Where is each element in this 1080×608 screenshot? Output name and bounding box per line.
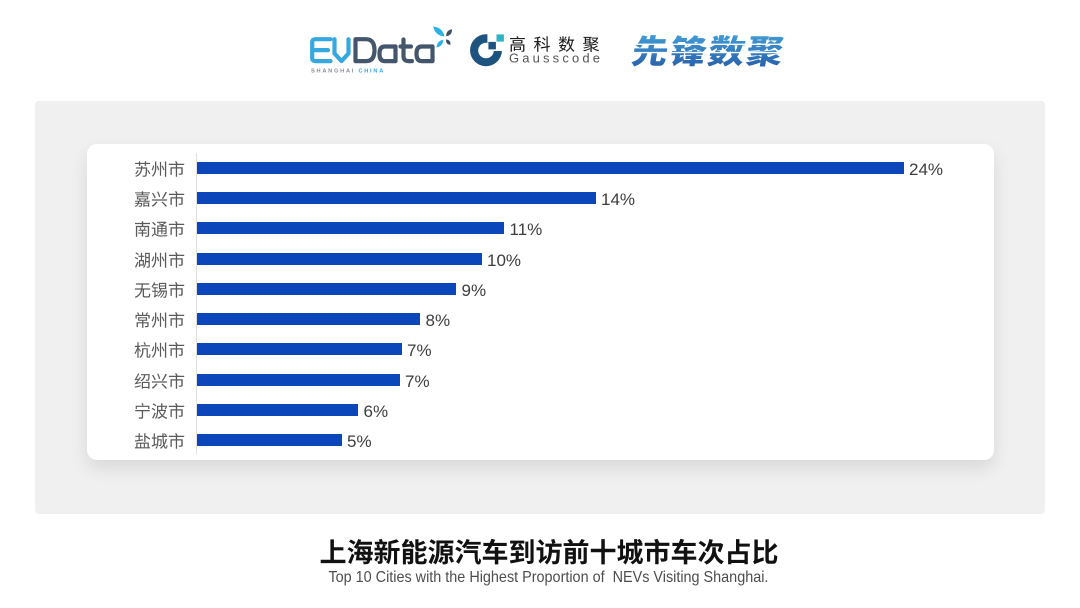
svg-text:SHANGHAI CHINA: SHANGHAI CHINA xyxy=(311,69,385,75)
svg-text:Gausscode: Gausscode xyxy=(509,51,603,66)
